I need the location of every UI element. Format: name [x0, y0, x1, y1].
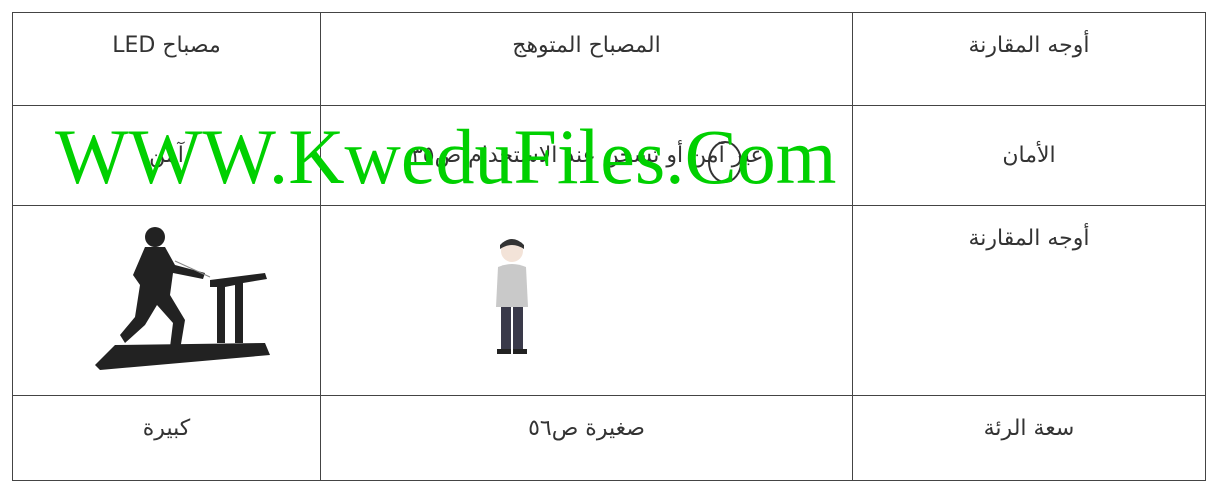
- cell: الأمان: [852, 105, 1206, 206]
- cell: أوجه المقارنة: [852, 12, 1206, 106]
- row: الأمان غير آمن أو تسخن عند الاستخدام ص٣٥…: [12, 105, 1206, 206]
- cell: [320, 205, 853, 396]
- cell: سعة الرئة: [852, 395, 1206, 481]
- cell: مصباح LED: [12, 12, 321, 106]
- cell: غير آمن أو تسخن عند الاستخدام ص٣٥: [320, 105, 853, 206]
- row: سعة الرئة صغيرة ص٥٦ كبيرة: [12, 395, 1206, 481]
- cell: صغيرة ص٥٦: [320, 395, 853, 481]
- circle-mark: [708, 141, 742, 183]
- cell: آمن: [12, 105, 321, 206]
- cell: المصباح المتوهج: [320, 12, 853, 106]
- person-image: [496, 239, 528, 354]
- cell: أوجه المقارنة: [852, 205, 1206, 396]
- treadmill-image: [95, 227, 270, 370]
- header-row: أوجه المقارنة المصباح المتوهج مصباح LED: [12, 12, 1206, 106]
- cell: كبيرة: [12, 395, 321, 481]
- row: أوجه المقارنة: [12, 205, 1206, 396]
- comparison-table: أوجه المقارنة المصباح المتوهج مصباح LED …: [12, 12, 1206, 481]
